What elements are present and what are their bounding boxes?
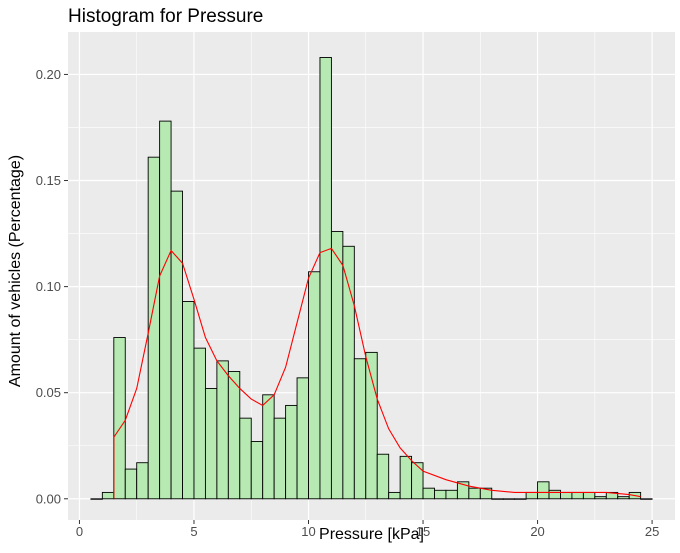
x-tick-label: 25 (645, 524, 659, 539)
histogram-bar (273, 417, 287, 500)
histogram-bar (308, 271, 321, 500)
y-tick-label: 0.15 (36, 173, 61, 188)
histogram-bar (136, 462, 149, 500)
histogram-bar (147, 156, 161, 500)
histogram-bar (330, 230, 344, 500)
histogram-bar (571, 491, 584, 500)
histogram-bar (560, 491, 573, 500)
histogram-bar (502, 498, 516, 500)
y-tick-label: 0.20 (36, 67, 61, 82)
histogram-bar (101, 491, 115, 500)
histogram-bar (239, 417, 252, 500)
histogram-bar (285, 404, 298, 500)
x-tick-label: 10 (301, 524, 315, 539)
histogram-bar (468, 487, 481, 500)
histogram-bar (193, 347, 206, 500)
histogram-bar (399, 455, 413, 500)
histogram-bar (159, 120, 172, 500)
histogram-bar (353, 358, 367, 500)
histogram-bar (250, 441, 264, 500)
x-tick-label: 20 (530, 524, 544, 539)
histogram-bar (491, 498, 504, 500)
histogram-bar (617, 496, 630, 500)
histogram-bar (113, 337, 126, 500)
density-curve (113, 247, 641, 499)
y-tick-label: 0.00 (36, 491, 61, 506)
histogram-bar (525, 491, 539, 500)
histogram-bar (548, 489, 561, 500)
histogram-bar (365, 351, 378, 500)
histogram-bar (376, 453, 390, 500)
chart-title: Histogram for Pressure (68, 6, 264, 27)
histogram-bar (388, 491, 401, 500)
x-axis-label: Pressure [kPa] (319, 526, 424, 543)
histogram-bar (514, 498, 527, 500)
histogram-bar (411, 462, 424, 500)
histogram-bar (594, 496, 607, 500)
histogram-bar (445, 489, 458, 500)
histogram-bar (422, 487, 435, 500)
x-tick-label: 5 (190, 524, 197, 539)
histogram-bar (434, 489, 447, 500)
histogram-bar (296, 377, 309, 500)
histogram-bar (216, 360, 229, 500)
histogram-bar (640, 498, 653, 500)
x-tick-label: 0 (76, 524, 83, 539)
x-tick-label: 15 (416, 524, 430, 539)
y-tick-label: 0.10 (36, 279, 61, 294)
histogram-bar (90, 498, 103, 500)
histogram-bar (537, 481, 550, 500)
histogram-bar (262, 394, 275, 500)
histogram-bar (319, 57, 332, 500)
y-tick-label: 0.05 (36, 385, 61, 400)
histogram-bar (204, 388, 218, 500)
histogram-bar (182, 301, 195, 500)
histogram-bar (582, 491, 596, 500)
histogram-bar (479, 487, 493, 500)
histogram-bar (227, 371, 241, 500)
histogram-bar (170, 190, 183, 500)
histogram-bar (124, 468, 138, 500)
